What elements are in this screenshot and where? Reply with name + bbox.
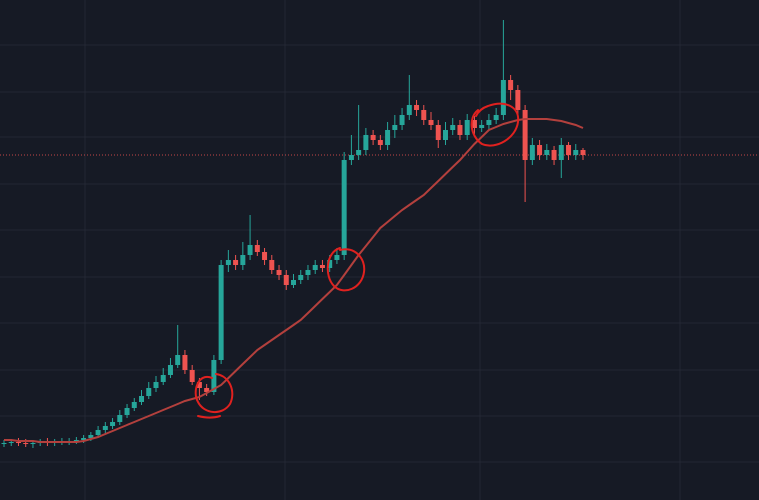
- candle-body: [218, 265, 224, 360]
- candle-body: [414, 105, 420, 110]
- candle-body: [110, 422, 116, 426]
- candle-body: [262, 252, 268, 260]
- candle-body: [283, 275, 289, 285]
- candle-body: [102, 426, 108, 430]
- candle-body: [175, 355, 181, 365]
- candle-body: [334, 255, 340, 260]
- circle-annotation: [470, 102, 520, 147]
- candle-body: [124, 408, 130, 415]
- candle-body: [537, 145, 543, 155]
- candle-body: [558, 145, 564, 160]
- candle-body: [356, 150, 362, 155]
- moving-average-line: [4, 118, 584, 443]
- candle-body: [73, 440, 79, 441]
- candle-body: [471, 120, 477, 128]
- candle-body: [1, 443, 7, 444]
- candle-body: [211, 360, 217, 392]
- candle-body: [551, 150, 557, 160]
- candle-body: [406, 105, 412, 115]
- candle-body: [30, 443, 36, 444]
- candle-body: [479, 125, 485, 128]
- candle-body: [305, 270, 311, 275]
- circle-annotation: [326, 247, 366, 292]
- candle-body: [269, 260, 275, 270]
- candle-body: [493, 115, 499, 120]
- candle-body: [146, 388, 152, 396]
- candle-body: [421, 110, 427, 120]
- candle-body: [399, 115, 405, 125]
- candle-body: [204, 388, 210, 392]
- candle-body: [233, 260, 239, 265]
- candle-body: [240, 255, 246, 265]
- candle-body: [573, 150, 579, 155]
- candle-body: [131, 402, 137, 408]
- candle-body: [515, 90, 521, 110]
- candle-body: [566, 145, 572, 155]
- candle-body: [196, 382, 202, 388]
- candle-body: [23, 443, 29, 444]
- candle-body: [327, 260, 333, 268]
- candle-body: [508, 80, 514, 90]
- candle-body: [153, 382, 159, 388]
- candle-body: [522, 110, 528, 160]
- candle-body: [457, 125, 463, 135]
- candle-body: [312, 265, 318, 270]
- candle-body: [363, 135, 369, 150]
- candle-body: [139, 396, 145, 402]
- candle-body: [486, 120, 492, 125]
- candle-body: [341, 160, 347, 255]
- annotations: [194, 102, 520, 419]
- plot-area: [0, 20, 759, 448]
- candle-body: [442, 130, 448, 140]
- candle-body: [276, 270, 282, 275]
- candle-body: [392, 125, 398, 130]
- candle-body: [435, 125, 441, 140]
- candle-body: [225, 260, 231, 265]
- candle-body: [298, 275, 304, 280]
- candle-body: [544, 150, 550, 155]
- candle-body: [117, 415, 123, 422]
- candle-body: [450, 125, 456, 130]
- candle-body: [428, 120, 434, 125]
- candle-body: [377, 140, 383, 145]
- circle-annotation: [194, 373, 234, 419]
- candle-body: [464, 120, 470, 135]
- candle-body: [160, 375, 166, 382]
- candle-body: [247, 245, 253, 255]
- candle-body: [182, 355, 188, 370]
- candle-body: [15, 442, 21, 443]
- candle-body: [580, 150, 586, 155]
- candle-body: [385, 130, 391, 145]
- candle-body: [8, 442, 14, 443]
- candle-body: [189, 370, 195, 382]
- candle-body: [88, 435, 94, 438]
- candle-body: [95, 430, 101, 435]
- candle-body: [254, 245, 260, 252]
- candle-body: [291, 280, 296, 285]
- candle-body: [529, 145, 535, 160]
- candle-body: [167, 365, 173, 375]
- candle-body: [370, 135, 376, 140]
- candle-body: [319, 265, 325, 268]
- candle-body: [500, 80, 506, 115]
- candle-body: [81, 438, 87, 440]
- candle-body: [348, 155, 354, 160]
